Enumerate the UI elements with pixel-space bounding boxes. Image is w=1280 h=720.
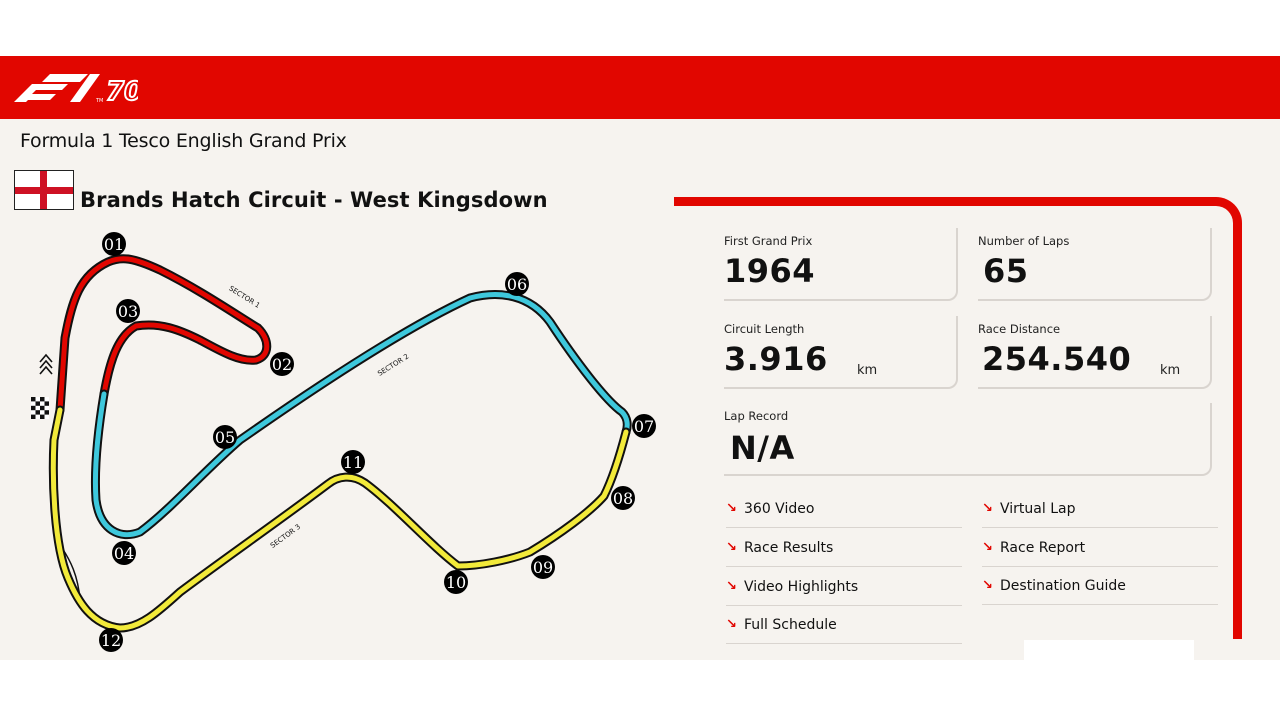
link-full-schedule[interactable]: ↘ Full Schedule	[726, 606, 962, 644]
arrow-down-right-icon: ↘	[982, 578, 993, 593]
link-label: Video Highlights	[744, 578, 859, 595]
turn-number: 05	[215, 428, 235, 447]
turn-marker	[102, 232, 126, 256]
stat-value: 65	[983, 252, 1029, 290]
svg-text:TM: TM	[95, 98, 103, 104]
link-label: Race Results	[744, 539, 834, 556]
sector-3-path	[48, 405, 631, 633]
stat-label: Race Distance	[978, 322, 1061, 336]
drs-chevron-icon	[39, 353, 53, 375]
link-label: 360 Video	[744, 500, 815, 517]
stat-first-grand-prix: First Grand Prix 1964	[724, 228, 958, 301]
turn-number: 01	[104, 235, 124, 254]
stat-value: 254.540	[982, 340, 1132, 378]
sector-2-path	[90, 290, 632, 540]
link-race-report[interactable]: ↘ Race Report	[982, 529, 1218, 567]
turn-marker	[505, 272, 529, 296]
stat-value: N/A	[730, 429, 795, 467]
turn-number: 07	[634, 417, 654, 436]
arrow-down-right-icon: ↘	[726, 579, 737, 594]
slide-background	[0, 56, 1280, 660]
link-destination-guide[interactable]: ↘ Destination Guide	[982, 567, 1218, 605]
england-flag	[14, 170, 74, 210]
arrow-down-right-icon: ↘	[982, 501, 993, 516]
turn-marker	[632, 414, 656, 438]
turn-number: 04	[114, 544, 134, 563]
turn-marker	[99, 628, 123, 652]
turn-marker	[270, 352, 294, 376]
turn-number: 11	[343, 453, 363, 472]
header-bar	[0, 56, 1280, 119]
link-360-video[interactable]: ↘ 360 Video	[726, 490, 962, 528]
stats-panel-frame	[674, 197, 1242, 639]
link-label: Race Report	[1000, 539, 1086, 556]
stat-label: Circuit Length	[724, 322, 805, 336]
turn-number: 10	[446, 573, 466, 592]
arrow-down-right-icon: ↘	[982, 540, 993, 555]
sector-1-label: SECTOR 1	[227, 284, 261, 309]
stat-label: First Grand Prix	[724, 234, 813, 248]
turn-marker	[341, 450, 365, 474]
turn-number: 02	[272, 355, 292, 374]
track-map: SECTOR 1 SECTOR 2 SECTOR 3 0102030405060…	[31, 232, 656, 652]
turn-number: 12	[101, 631, 121, 650]
stat-label: Lap Record	[724, 409, 789, 423]
turn-marker	[444, 570, 468, 594]
link-virtual-lap[interactable]: ↘ Virtual Lap	[982, 490, 1218, 528]
arrow-down-right-icon: ↘	[726, 617, 737, 632]
panel-gap	[1024, 640, 1194, 662]
stat-number-of-laps: Number of Laps 65	[978, 228, 1212, 301]
stat-lap-record: Lap Record N/A	[724, 403, 1212, 476]
arrow-down-right-icon: ↘	[726, 540, 737, 555]
turn-number: 09	[533, 558, 553, 577]
arrow-down-right-icon: ↘	[726, 501, 737, 516]
stat-unit: km	[857, 363, 878, 378]
f1-70-logo[interactable]: TM 70	[12, 72, 138, 104]
turn-marker	[531, 555, 555, 579]
link-label: Virtual Lap	[1000, 500, 1076, 517]
stat-unit: km	[1160, 363, 1181, 378]
sector-1-path	[55, 254, 272, 415]
stat-value: 3.916	[724, 340, 828, 378]
turn-marker	[213, 425, 237, 449]
turn-number: 06	[507, 275, 527, 294]
link-race-results[interactable]: ↘ Race Results	[726, 529, 962, 567]
stat-race-distance: Race Distance 254.540 km	[978, 316, 1212, 389]
turn-marker	[611, 486, 635, 510]
link-label: Destination Guide	[1000, 577, 1126, 594]
turn-number: 03	[118, 302, 138, 321]
chequered-flag-icon	[31, 397, 49, 419]
event-title: Formula 1 Tesco English Grand Prix	[20, 130, 347, 152]
stat-value: 1964	[724, 252, 816, 290]
turn-number: 08	[613, 489, 633, 508]
svg-text:70: 70	[106, 77, 138, 104]
circuit-name: Brands Hatch Circuit - West Kingsdown	[80, 188, 548, 212]
link-video-highlights[interactable]: ↘ Video Highlights	[726, 568, 962, 606]
sector-2-label: SECTOR 2	[376, 352, 410, 377]
stat-circuit-length: Circuit Length 3.916 km	[724, 316, 958, 389]
turn-marker	[116, 299, 140, 323]
stat-label: Number of Laps	[978, 234, 1070, 248]
turn-marker	[112, 541, 136, 565]
link-label: Full Schedule	[744, 616, 837, 633]
